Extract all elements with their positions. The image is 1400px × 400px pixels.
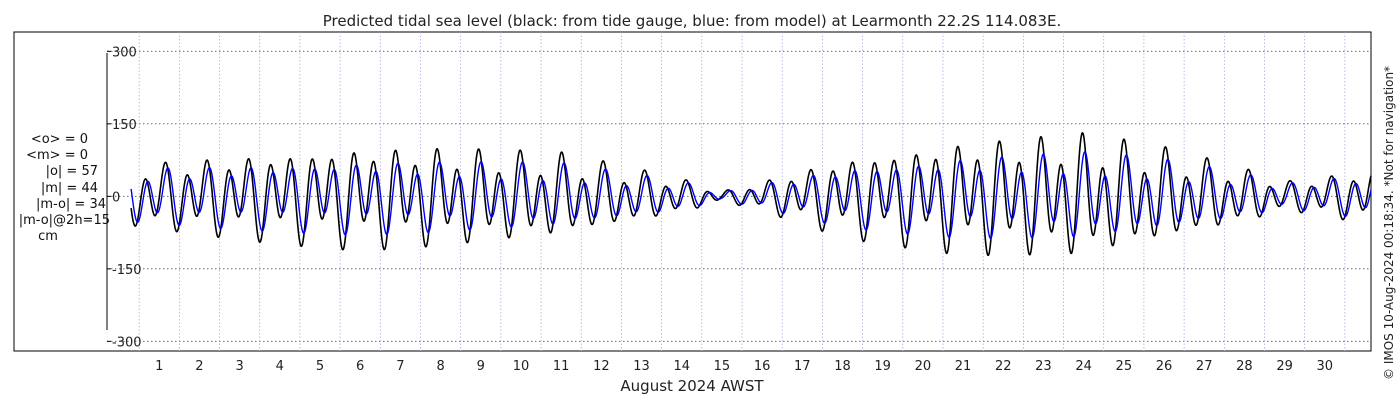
x-tick-label: 13 [633, 359, 650, 374]
x-tick-label: 5 [316, 359, 324, 374]
x-tick-label: 16 [754, 359, 771, 374]
y-tick-label: 0 [112, 190, 120, 205]
x-tick-label: 25 [1116, 359, 1133, 374]
x-tick-label: 8 [436, 359, 444, 374]
x-tick-label: 22 [995, 359, 1012, 374]
stat-abs-model: |m| = 44 [40, 180, 98, 196]
x-tick-label: 4 [276, 359, 284, 374]
x-tick-label: 12 [593, 359, 610, 374]
stat-abs-observed: |o| = 57 [45, 164, 98, 180]
y-tick-label: 150 [112, 118, 137, 133]
x-tick-label: 21 [955, 359, 972, 374]
x-tick-label: 26 [1156, 359, 1173, 374]
y-tick-label: 300 [112, 45, 137, 60]
x-tick-label: 20 [915, 359, 932, 374]
x-tick-label: 15 [714, 359, 731, 374]
x-tick-label: 10 [513, 359, 530, 374]
x-tick-label: 14 [673, 359, 690, 374]
series-lines [130, 132, 1372, 257]
stat-unit: cm [38, 229, 58, 245]
x-tick-label: 24 [1075, 359, 1092, 374]
stat-mean-model: <m> = 0 [26, 148, 88, 164]
x-axis-label: August 2024 AWST [620, 377, 764, 395]
chart-title: Predicted tidal sea level (black: from t… [323, 12, 1061, 30]
stat-mean-observed: <o> = 0 [30, 132, 88, 147]
x-tick-label: 30 [1317, 359, 1334, 374]
y-tick-labels: 300 150 0 -150 -300 [112, 45, 142, 350]
x-tick-label: 23 [1035, 359, 1052, 374]
x-tick-labels: 1 2 3 4 5 6 7 8 9 10 11 12 13 14 15 16 17 18 19 20 21 22 23 24 2… [155, 359, 1333, 374]
x-tick-label: 17 [794, 359, 811, 374]
x-tick-label: 9 [477, 359, 485, 374]
stat-abs-difference: |m-o| = 34 [35, 196, 106, 212]
x-tick-label: 2 [195, 359, 203, 374]
x-tick-label: 29 [1276, 359, 1293, 374]
x-tick-label: 3 [235, 359, 243, 374]
y-tick-label: -300 [112, 335, 142, 350]
y-tick-label: -150 [112, 263, 142, 278]
x-tick-label: 28 [1236, 359, 1253, 374]
stat-abs-difference-2h: |m-o|@2h=15 [18, 213, 110, 229]
statistics-panel: <o> = 0 <m> = 0 |o| = 57 |m| = 44 |m-o| … [12, 132, 110, 245]
copyright-note: © IMOS 10-Aug-2024 00:18:34. *Not for na… [1382, 66, 1396, 380]
x-tick-label: 11 [553, 359, 570, 374]
x-tick-label: 19 [874, 359, 891, 374]
series-line [130, 151, 1372, 240]
x-tick-label: 6 [356, 359, 364, 374]
x-tick-label: 27 [1196, 359, 1213, 374]
x-tick-label: 18 [834, 359, 851, 374]
x-tick-label: 1 [155, 359, 163, 374]
x-tick-label: 7 [396, 359, 404, 374]
